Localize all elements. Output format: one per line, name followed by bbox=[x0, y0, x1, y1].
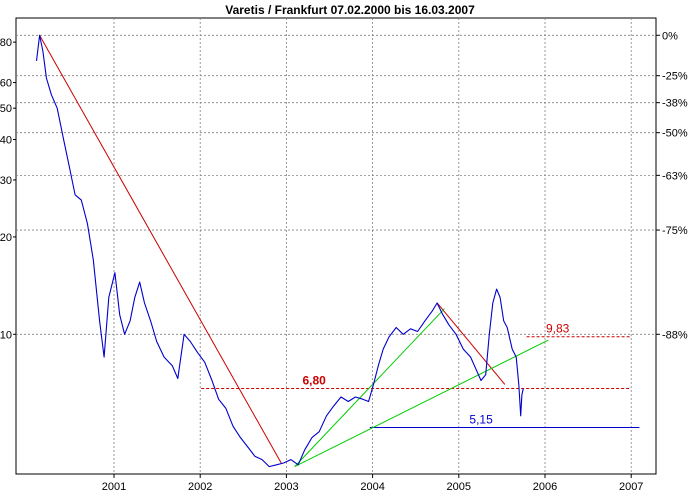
x-tick-label: 2002 bbox=[188, 481, 212, 493]
plot-frame bbox=[15, 17, 657, 475]
price-line bbox=[35, 34, 524, 468]
y-tick-label-right: -63% bbox=[662, 170, 688, 182]
y-tick-label-left: 80 bbox=[0, 37, 12, 49]
y-tick-label-right: -38% bbox=[662, 98, 688, 110]
x-tick-label: 2003 bbox=[274, 481, 298, 493]
x-tick-label: 2005 bbox=[447, 481, 471, 493]
y-tick-label-right: -75% bbox=[662, 225, 688, 237]
x-axis: 2001 2002 2003 2004 2005 2006 2007 bbox=[102, 474, 643, 493]
trend-line bbox=[39, 35, 282, 464]
x-tick-label: 2001 bbox=[102, 481, 126, 493]
chart-title: Varetis / Frankfurt 07.02.2000 bis 16.03… bbox=[225, 3, 475, 17]
y-tick-label-left: 20 bbox=[0, 232, 12, 244]
y-tick-label-right: -25% bbox=[662, 71, 688, 83]
trend-line bbox=[294, 339, 549, 468]
grid-lines bbox=[16, 18, 656, 474]
price-series bbox=[35, 34, 524, 468]
x-tick-label: 2004 bbox=[360, 481, 384, 493]
trend-line bbox=[294, 308, 445, 467]
x-tick-label: 2007 bbox=[619, 481, 643, 493]
y-tick-label-left: 60 bbox=[0, 78, 12, 90]
x-tick-label: 2006 bbox=[533, 481, 557, 493]
trend-line bbox=[436, 302, 506, 385]
y-tick-label-left: 50 bbox=[0, 103, 12, 115]
horizontal-levels bbox=[201, 336, 640, 429]
level-labels: 6,80 9,83 5,15 bbox=[302, 322, 569, 427]
trend-lines bbox=[39, 35, 549, 468]
y-tick-label-left: 30 bbox=[0, 175, 12, 187]
y-tick-label-right: -50% bbox=[662, 128, 688, 140]
y-tick-label-right: 0% bbox=[662, 30, 678, 42]
level-label: 9,83 bbox=[546, 322, 570, 336]
level-label: 6,80 bbox=[302, 373, 326, 387]
y-axis-right: 0% -25% -38% -50% -63% -75% -88% bbox=[656, 30, 688, 341]
level-label: 5,15 bbox=[469, 413, 493, 427]
y-axis-left: 80 60 50 40 30 20 10 bbox=[0, 37, 16, 341]
y-tick-label-right: -88% bbox=[662, 329, 688, 341]
y-tick-label-left: 40 bbox=[0, 135, 12, 147]
y-tick-label-left: 10 bbox=[0, 329, 12, 341]
